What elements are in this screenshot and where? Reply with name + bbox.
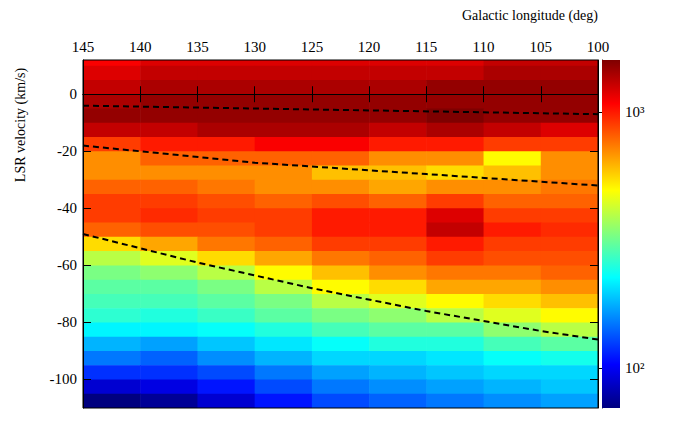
- svg-text:-80: -80: [57, 314, 77, 330]
- svg-text:LSR velocity (km/s): LSR velocity (km/s): [13, 68, 29, 183]
- svg-text:130: 130: [243, 39, 265, 55]
- svg-text:10²: 10²: [625, 360, 645, 376]
- svg-text:-60: -60: [57, 257, 77, 273]
- svg-text:-40: -40: [57, 200, 77, 216]
- svg-text:145: 145: [72, 39, 95, 55]
- svg-text:110: 110: [473, 39, 495, 55]
- svg-text:100: 100: [587, 39, 610, 55]
- svg-text:125: 125: [301, 39, 324, 55]
- svg-text:Galactic longitude (deg): Galactic longitude (deg): [462, 8, 598, 24]
- svg-text:105: 105: [530, 39, 553, 55]
- svg-text:-20: -20: [57, 143, 77, 159]
- svg-text:-100: -100: [50, 371, 78, 387]
- svg-text:0: 0: [70, 86, 78, 102]
- svg-text:140: 140: [129, 39, 152, 55]
- svg-text:120: 120: [358, 39, 381, 55]
- svg-text:135: 135: [186, 39, 209, 55]
- svg-text:115: 115: [415, 39, 437, 55]
- svg-text:10³: 10³: [625, 104, 645, 120]
